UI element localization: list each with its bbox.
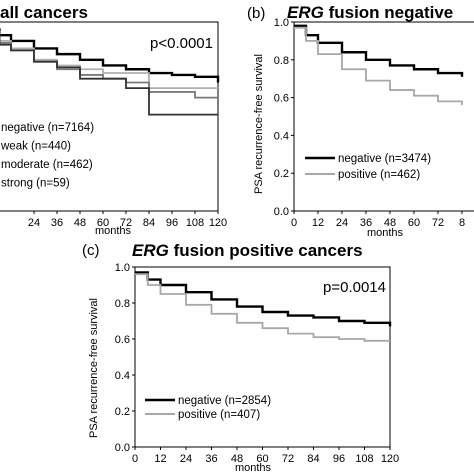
panel-c-title: ERG fusion positive cancers [132, 241, 363, 260]
panel-a-x-label: months [95, 225, 132, 237]
panel-c-p-value: p=0.0014 [323, 279, 386, 296]
panel-b-title-rest: fusion negative [324, 3, 453, 22]
panel-a-p-value: p<0.0001 [150, 35, 213, 52]
panel-a-legend-label: weak (n=440) [0, 141, 71, 153]
panel-a-x-tick-label: 60 [97, 217, 109, 229]
panel-b-y-tick-label: 0.6 [274, 93, 289, 105]
panel-c-x-tick-label: 72 [282, 453, 294, 465]
panel-b-erg-negative: (b) ERG fusion negative PSA recurrence-f… [247, 3, 474, 239]
panel-c-x-ticks: 0 12 24 36 48 60 72 84 96 108 120 [132, 447, 399, 465]
panel-a-legend-label: negative (n=7164) [1, 122, 94, 134]
panel-b-series-1 [294, 24, 464, 77]
panel-c-x-tick-label: 84 [307, 453, 319, 465]
panel-a-x-tick-label: 48 [74, 217, 86, 229]
panel-a-x-tick-label: 84 [143, 217, 155, 229]
panel-c-title-rest: fusion positive cancers [169, 241, 363, 260]
panel-c-legend-label: positive (n=407) [178, 409, 260, 421]
panel-a-all-cancers: all cancers p<0.0001 24 36 48 60 72 84 96 108 12… [0, 3, 227, 237]
panel-c-y-ticks: 0.0 0.2 0.4 0.6 0.8 1.0 [115, 262, 135, 454]
panel-c-x-tick-label: 0 [132, 453, 138, 465]
panel-b-y-tick-label: 0.8 [274, 55, 289, 67]
panel-c-y-tick-label: 0.6 [115, 334, 130, 346]
panel-c-legend-label: negative (n=2854) [178, 395, 271, 407]
panel-c-plot-area [134, 266, 392, 448]
panel-c-title-erg: ERG [132, 241, 169, 260]
panel-b-y-tick-label: 0.0 [274, 206, 289, 218]
panel-b-x-tick-label: 24 [336, 217, 348, 229]
panel-c-series-1 [135, 271, 392, 327]
panel-a-series-4 [0, 34, 218, 116]
panel-c-y-label: PSA recurrence-free survival [88, 298, 100, 438]
panel-a-x-tick-label: 120 [209, 217, 227, 229]
panel-c-label: (c) [82, 242, 100, 259]
panel-b-legend-label: positive (n=462) [338, 169, 420, 181]
panel-c-y-tick-label: 0.2 [115, 406, 130, 418]
panel-b-x-tick-label: 36 [360, 217, 372, 229]
panel-c-x-tick-label: 120 [381, 453, 399, 465]
panel-c-x-tick-label: 12 [154, 453, 166, 465]
panel-b-y-ticks: 0.0 0.2 0.4 0.6 0.8 1.0 [274, 17, 294, 218]
panel-c-erg-positive: (c) ERG fusion positive cancers p=0.0014… [82, 241, 399, 474]
panel-c-x-tick-label: 96 [333, 453, 345, 465]
panel-a-legend-label: moderate (n=462) [1, 159, 93, 171]
panel-b-legend: negative (n=3474) positive (n=462) [305, 153, 431, 181]
panel-b-y-tick-label: 0.4 [274, 130, 289, 142]
panel-c-y-tick-label: 0.8 [115, 298, 130, 310]
panel-c-x-label: months [235, 462, 272, 474]
panel-c-x-tick-label: 36 [205, 453, 217, 465]
panel-b-x-label: months [367, 227, 404, 239]
panel-b-title-erg: ERG [287, 3, 324, 22]
panel-b-plot-area [293, 21, 474, 212]
panel-b-y-tick-label: 1.0 [274, 17, 289, 29]
panel-b-x-tick-label: 0 [291, 217, 297, 229]
panel-a-x-ticks: 24 36 48 60 72 84 96 108 120 [28, 211, 227, 229]
panel-a-x-tick-label: 72 [120, 217, 132, 229]
panel-c-series-2 [135, 273, 390, 342]
panel-c-y-tick-label: 1.0 [115, 262, 130, 274]
panel-b-legend-label: negative (n=3474) [338, 153, 431, 165]
panel-a-x-tick-label: 96 [166, 217, 178, 229]
panel-b-frame [293, 21, 474, 212]
panel-a-x-tick-label: 36 [51, 217, 63, 229]
panel-b-x-tick-label: 60 [408, 217, 420, 229]
panel-a-x-tick-label: 108 [186, 217, 204, 229]
panel-c-y-tick-label: 0.0 [115, 442, 130, 454]
panel-a-series-1 [0, 28, 220, 83]
panel-b-x-tick-label: 72 [432, 217, 444, 229]
panel-c-x-tick-label: 108 [355, 453, 373, 465]
panel-a-legend: negative (n=7164) weak (n=440) moderate (n… [0, 122, 94, 190]
panel-b-y-label: PSA recurrence-free survival [253, 54, 265, 194]
panel-a-x-tick-label: 24 [28, 217, 40, 229]
panel-b-series-2 [294, 26, 463, 106]
panel-b-x-tick-label: 8 [459, 217, 465, 229]
panel-b-x-tick-label: 12 [312, 217, 324, 229]
panel-b-x-ticks: 0 12 24 36 48 60 72 8 [291, 211, 465, 229]
panel-c-x-tick-label: 24 [180, 453, 192, 465]
panel-b-x-tick-label: 48 [384, 217, 396, 229]
panel-c-x-tick-label: 60 [256, 453, 268, 465]
panel-b-title: ERG fusion negative [287, 3, 453, 22]
panel-a-title: all cancers [0, 3, 88, 22]
panel-c-x-tick-label: 48 [231, 453, 243, 465]
panel-b-y-tick-label: 0.2 [274, 168, 289, 180]
panel-b-label: (b) [247, 5, 265, 22]
panel-a-legend-label: strong (n=59) [1, 178, 70, 190]
panel-c-legend: negative (n=2854) positive (n=407) [145, 395, 271, 421]
panel-c-y-tick-label: 0.4 [115, 370, 130, 382]
